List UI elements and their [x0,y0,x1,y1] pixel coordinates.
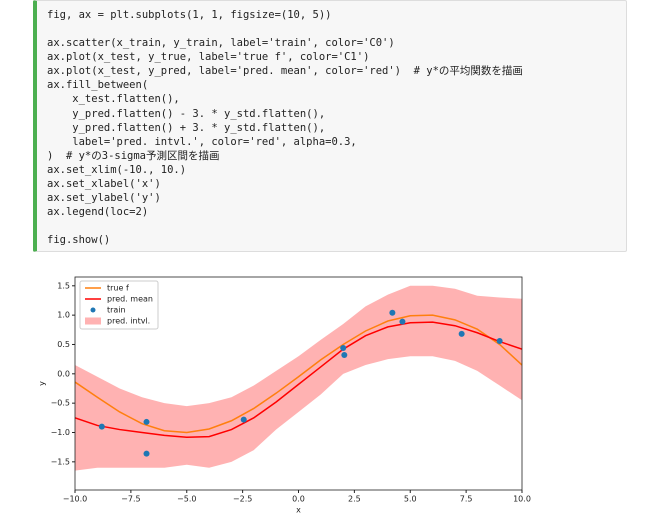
point [341,352,348,359]
legend-label: train [107,306,126,315]
point [143,450,150,457]
legend-label: true f [107,284,129,293]
x-tick-label: 5.0 [404,495,417,504]
code: fig, ax = plt.subplots(1, 1, figsize=(10… [47,8,523,261]
code-block: fig.show() [47,233,523,247]
y-tick-label: 0.0 [57,369,70,378]
x-tick-label: 0.0 [292,495,305,504]
code-block: ax.scatter(x_train, y_train, label='trai… [47,36,523,219]
y-tick-label: −1.5 [51,457,70,466]
point [496,337,503,344]
code-line: ax.set_xlabel('x') [47,178,161,191]
code-line: ) # y*の3-sigma予測区間を描画 [47,149,220,162]
point [389,309,396,316]
code-block: fig, ax = plt.subplots(1, 1, figsize=(10… [47,8,523,22]
x-tick-label: 7.5 [460,495,473,504]
legend-box [79,280,159,330]
point [143,418,150,425]
point [340,345,347,351]
y-tick-label: −1.0 [51,428,70,437]
legend-swatch [90,307,96,313]
code-line: fig, ax = plt.subplots(1, 1, figsize=(10… [47,9,332,21]
pred-interval [75,285,522,471]
code-line: ax.fill_between( [47,79,149,92]
x-tick-label: −5.0 [177,495,196,504]
y-tick-label: −0.5 [51,399,70,408]
plot-area [75,285,522,471]
chart: −10.0 −7.5 −5.0 −2.5 0.0 2.5 5.0 7.5 10.0 −1.5 −1.… [38,276,531,515]
point [98,423,105,430]
legend-label: pred. mean [107,295,153,304]
y-tick-label: 1.5 [57,281,70,290]
y-tick-label: 0.5 [57,340,70,349]
point [458,330,465,337]
x-tick-label: −10.0 [63,495,88,504]
legend-label: pred. intvl. [107,317,150,326]
code-line: y_pred.flatten() + 3. * y_std.flatten(), [47,121,326,134]
x-tick-label: −2.5 [233,495,252,504]
code-line: ax.set_ylabel('y') [47,192,161,205]
code-cell[interactable]: fig, ax = plt.subplots(1, 1, figsize=(10… [33,0,627,252]
y-label: y [38,381,47,386]
x-tick-label: −7.5 [121,495,140,504]
y-tick-label: 1.0 [57,311,70,320]
x-label: x [296,506,301,515]
code-line: ax.scatter(x_train, y_train, label='trai… [47,37,395,50]
code-line: y_pred.flatten() - 3. * y_std.flatten(), [47,107,326,120]
code-line: ax.plot(x_test, y_pred, label='pred. mea… [47,65,523,78]
point [399,318,406,325]
x-tick-label: 2.5 [348,495,361,504]
code-line: label='pred. intvl.', color='red', alpha… [47,135,357,148]
code-line: fig.show() [47,234,111,247]
line [75,314,522,434]
line [75,321,522,438]
code-line: ax.set_xlim(-10., 10.) [47,163,187,176]
code-line: x_test.flatten(), [47,93,180,106]
code-line: ax.legend(loc=2) [47,206,149,219]
legend-swatch [85,317,101,325]
x-tick-label: 10.0 [513,495,531,504]
point [240,416,247,423]
code-line: ax.plot(x_test, y_true, label='true f', … [47,51,370,64]
